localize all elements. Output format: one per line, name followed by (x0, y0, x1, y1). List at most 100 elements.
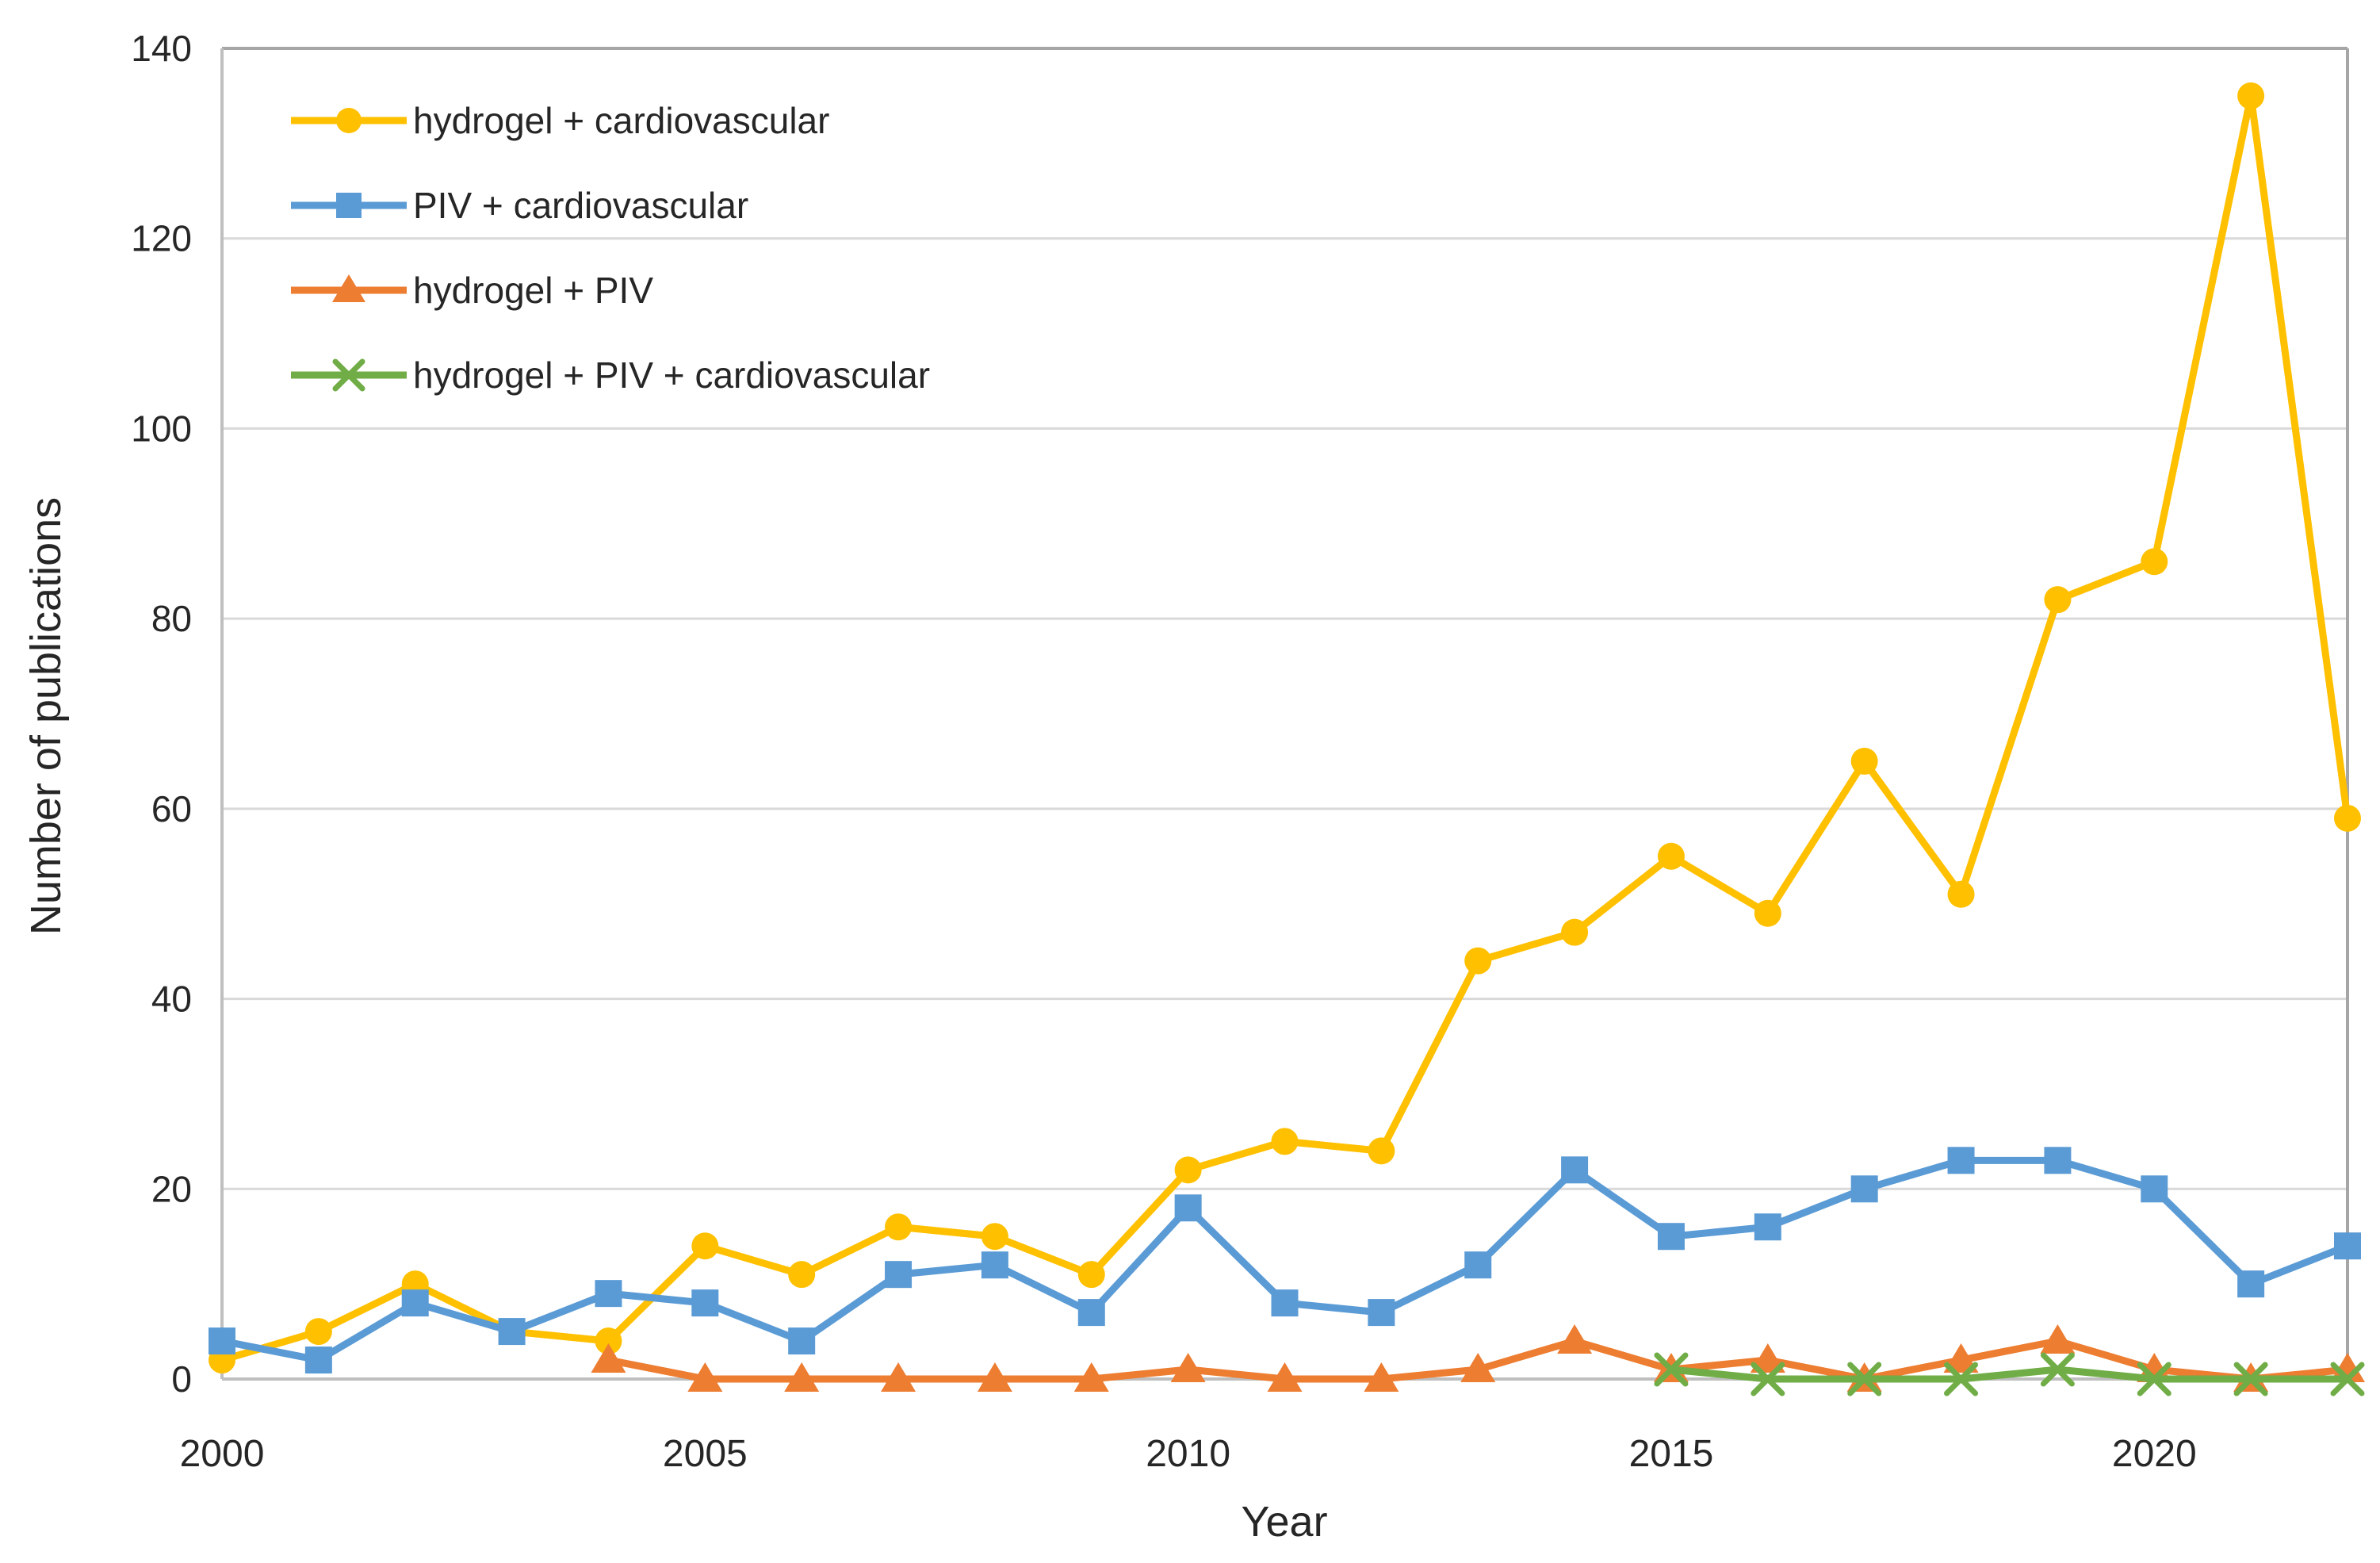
circle-marker-icon (336, 107, 362, 133)
legend-item-3: hydrogel + PIV (289, 247, 930, 332)
y-tick-label: 20 (151, 1168, 192, 1209)
square-marker-icon (595, 1280, 622, 1308)
circle-marker-icon (1561, 918, 1589, 946)
y-tick-label: 0 (171, 1358, 192, 1400)
y-tick-label: 120 (131, 218, 192, 259)
x-marker-icon (2040, 1352, 2075, 1387)
x-marker-icon (1654, 1352, 1689, 1387)
legend-key (291, 358, 407, 391)
triangle-marker-icon (1170, 1353, 1206, 1383)
series-piv-cardiovascular (209, 1147, 2361, 1374)
triangle-marker-icon (1073, 1362, 1109, 1392)
square-marker-icon (1174, 1194, 1202, 1222)
y-tick-label: 80 (151, 598, 192, 639)
x-tick-label: 2000 (180, 1433, 265, 1475)
triangle-marker-icon (1460, 1353, 1496, 1383)
square-marker-icon (1850, 1175, 1878, 1203)
circle-marker-icon (1657, 842, 1685, 870)
circle-marker-icon (2044, 586, 2072, 614)
x-tick-label: 2020 (2112, 1433, 2197, 1475)
legend-key (291, 274, 407, 302)
square-marker-icon (1077, 1299, 1105, 1327)
square-marker-icon (304, 1347, 332, 1374)
circle-marker-icon (1464, 947, 1492, 975)
triangle-marker-icon (687, 1362, 723, 1392)
gridlines (222, 237, 2347, 1190)
x-tick-label: 2015 (1629, 1433, 1714, 1475)
x-marker-icon (1847, 1362, 1882, 1396)
triangle-marker-icon (977, 1362, 1012, 1392)
circle-marker-icon (2334, 804, 2361, 832)
series-hydrogel-piv-cardiovascular (1654, 1352, 2365, 1396)
triangle-marker-icon (591, 1343, 626, 1373)
triangle-marker-icon (332, 274, 365, 302)
circle-marker-icon (1174, 1156, 1202, 1184)
x-axis-tick-labels: 2000 2005 2010 2015 2020 (180, 1433, 2197, 1475)
circle-marker-icon (1368, 1137, 1395, 1165)
x-marker-icon (2233, 1362, 2268, 1396)
y-axis-tick-labels: 0 20 40 60 80 100 120 140 (131, 28, 192, 1400)
y-tick-label: 140 (131, 28, 192, 69)
x-marker-icon (1751, 1362, 1785, 1396)
square-marker-icon (336, 192, 362, 218)
triangle-marker-icon (2330, 1353, 2365, 1383)
legend-key (291, 107, 407, 133)
circle-marker-icon (1271, 1128, 1299, 1155)
legend-label: hydrogel + PIV + cardiovascular (413, 354, 931, 396)
circle-marker-icon (1077, 1261, 1105, 1289)
legend-item-2: PIV + cardiovascular (289, 163, 930, 247)
y-tick-label: 100 (131, 408, 192, 449)
triangle-marker-icon (881, 1362, 916, 1392)
x-marker-icon (1944, 1362, 1979, 1396)
circle-marker-icon (304, 1318, 332, 1346)
x-axis-title: Year (1241, 1498, 1328, 1546)
square-marker-icon (209, 1327, 235, 1355)
circle-marker-icon (981, 1223, 1008, 1251)
triangle-marker-icon (784, 1362, 820, 1392)
square-marker-icon (1464, 1251, 1492, 1279)
legend-item-1: hydrogel + cardiovascular (289, 78, 930, 163)
square-marker-icon (2044, 1147, 2072, 1174)
legend-label: PIV + cardiovascular (413, 184, 749, 226)
square-marker-icon (1561, 1156, 1589, 1184)
chart-legend: hydrogel + cardiovascular PIV + cardiovas… (289, 78, 930, 417)
square-marker-icon (498, 1318, 526, 1346)
triangle-marker-icon (2040, 1324, 2076, 1354)
legend-label: hydrogel + PIV (413, 269, 654, 311)
circle-marker-icon (595, 1327, 622, 1355)
circle-marker-icon (1850, 747, 1878, 775)
square-marker-icon (2334, 1232, 2361, 1260)
square-marker-icon (1754, 1213, 1781, 1241)
y-axis-title: Number of publications (22, 496, 70, 936)
circle-marker-icon (2141, 548, 2168, 576)
triangle-marker-icon (1364, 1362, 1399, 1392)
series-hydrogel-piv (591, 1324, 2365, 1392)
circle-marker-icon (691, 1232, 719, 1260)
circle-marker-icon (1947, 880, 1975, 908)
square-marker-icon (691, 1289, 719, 1317)
triangle-marker-icon (1750, 1343, 1785, 1373)
square-marker-icon (885, 1261, 913, 1289)
square-marker-icon (1271, 1289, 1299, 1317)
legend-item-4: hydrogel + PIV + cardiovascular (289, 332, 930, 417)
x-marker-icon (2330, 1362, 2365, 1396)
x-tick-label: 2010 (1146, 1433, 1230, 1475)
x-marker-icon (2137, 1362, 2171, 1396)
legend-label: hydrogel + cardiovascular (413, 99, 830, 141)
square-marker-icon (401, 1289, 429, 1317)
triangle-marker-icon (1557, 1324, 1593, 1354)
y-tick-label: 60 (151, 788, 192, 829)
circle-marker-icon (885, 1213, 913, 1241)
circle-marker-icon (1754, 899, 1781, 927)
square-marker-icon (1368, 1299, 1395, 1327)
square-marker-icon (788, 1327, 816, 1355)
square-marker-icon (981, 1251, 1008, 1279)
x-marker-icon (332, 358, 365, 391)
triangle-marker-icon (1943, 1343, 1979, 1373)
square-marker-icon (1947, 1147, 1975, 1174)
y-tick-label: 40 (151, 979, 192, 1020)
square-marker-icon (2141, 1175, 2168, 1203)
x-tick-label: 2005 (663, 1433, 748, 1475)
